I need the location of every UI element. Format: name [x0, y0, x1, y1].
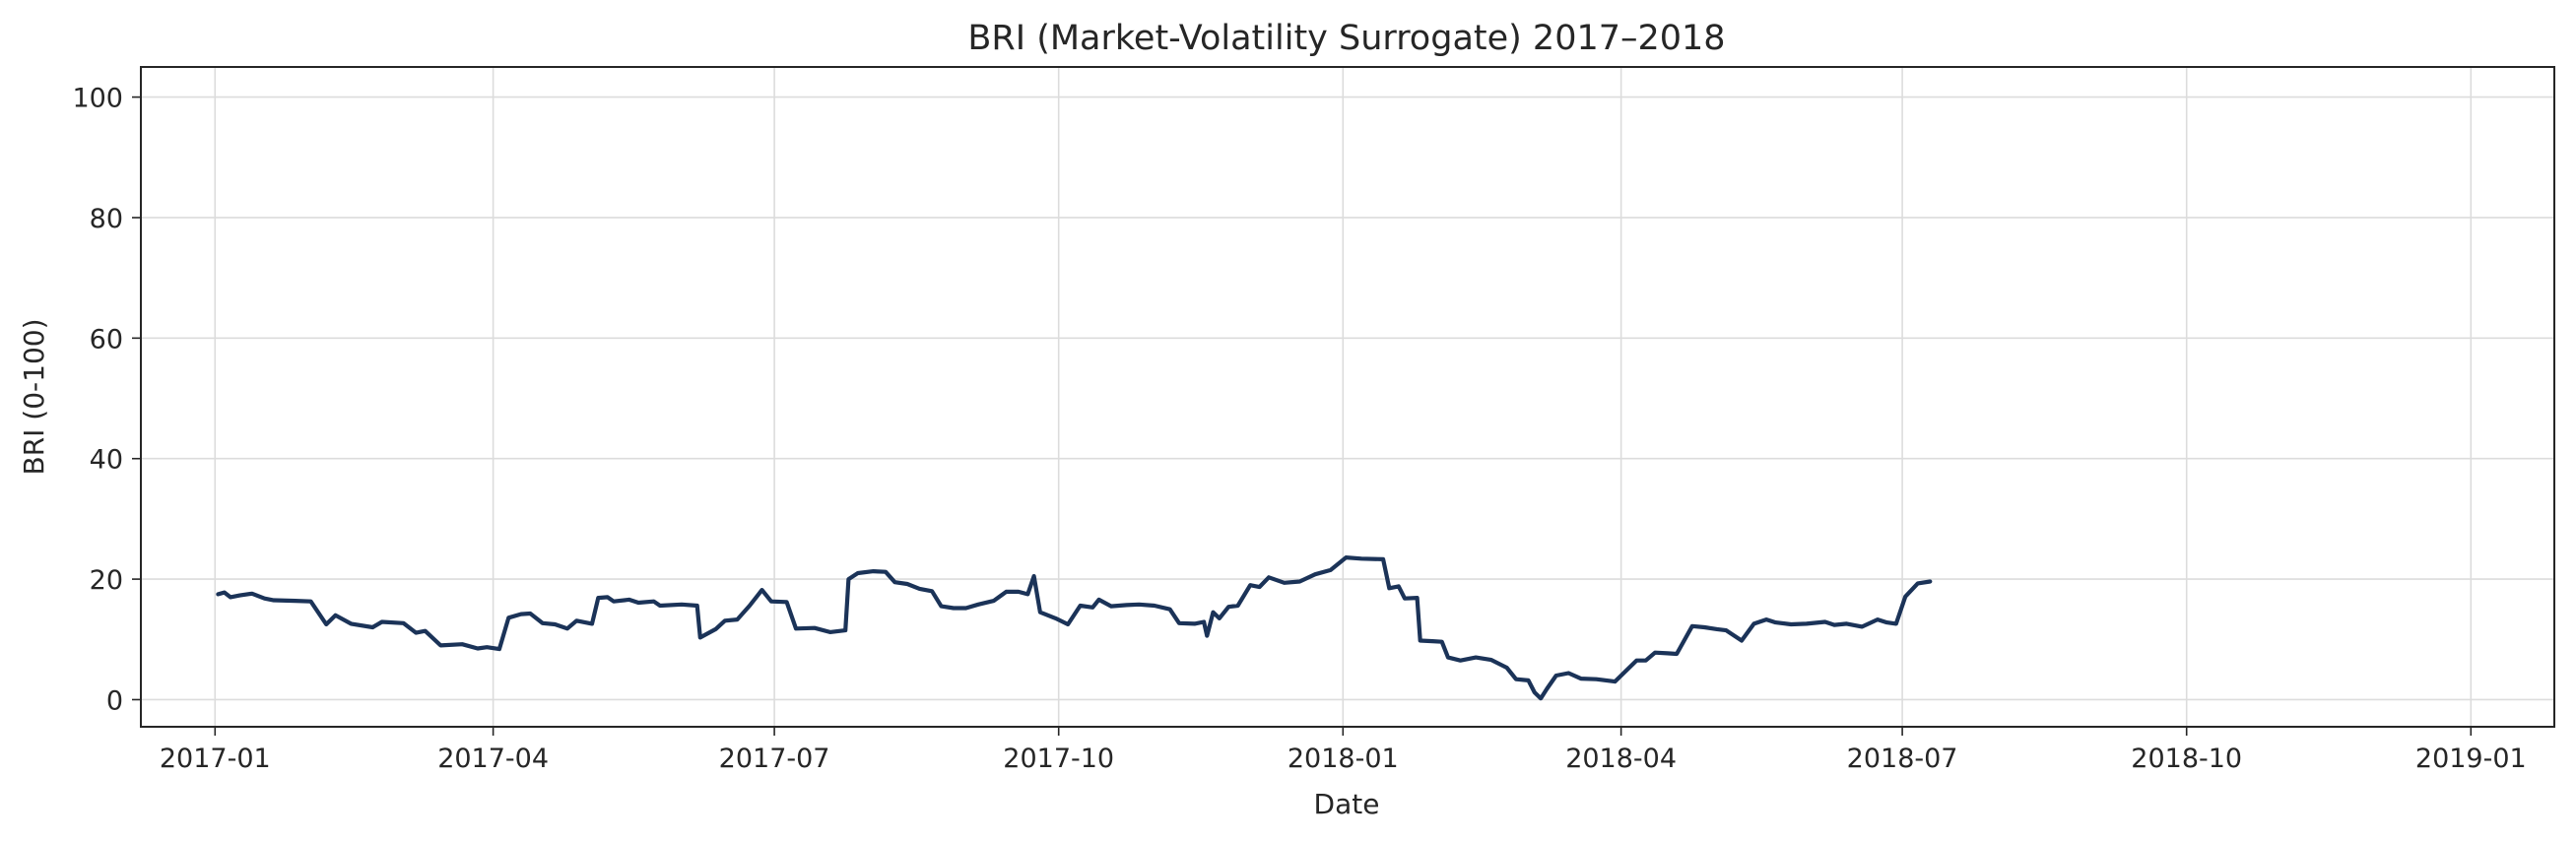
- axis-ticks: 2017-01 2017-04 2017-07 2017-10 2018-01 2018-…: [72, 84, 2526, 774]
- x-tick-label: 2017-01: [160, 744, 271, 774]
- plot-frame: [140, 66, 2555, 728]
- x-tick-label: 2019-01: [2415, 744, 2527, 774]
- x-tick-label: 2017-10: [1003, 744, 1114, 774]
- x-tick-label: 2018-01: [1288, 744, 1399, 774]
- y-tick-label: 80: [90, 204, 123, 234]
- y-axis-label: BRI (0-100): [18, 318, 50, 475]
- x-axis-label: Date: [1314, 788, 1380, 820]
- x-tick-label: 2017-04: [437, 744, 549, 774]
- x-tick-label: 2018-07: [1847, 744, 1958, 774]
- x-tick-label: 2017-07: [719, 744, 830, 774]
- series-line-bri: [216, 555, 1933, 701]
- y-tick-label: 40: [90, 445, 123, 476]
- y-tick-label: 60: [90, 324, 123, 355]
- y-tick-label: 20: [90, 565, 123, 596]
- gridlines: [141, 67, 2554, 727]
- chart-title: BRI (Market-Volatility Surrogate) 2017–2…: [967, 19, 1725, 58]
- y-tick-label: 0: [106, 685, 123, 716]
- x-tick-label: 2018-04: [1565, 744, 1677, 774]
- x-tick-label: 2018-10: [2131, 744, 2242, 774]
- y-tick-label: 100: [72, 84, 123, 114]
